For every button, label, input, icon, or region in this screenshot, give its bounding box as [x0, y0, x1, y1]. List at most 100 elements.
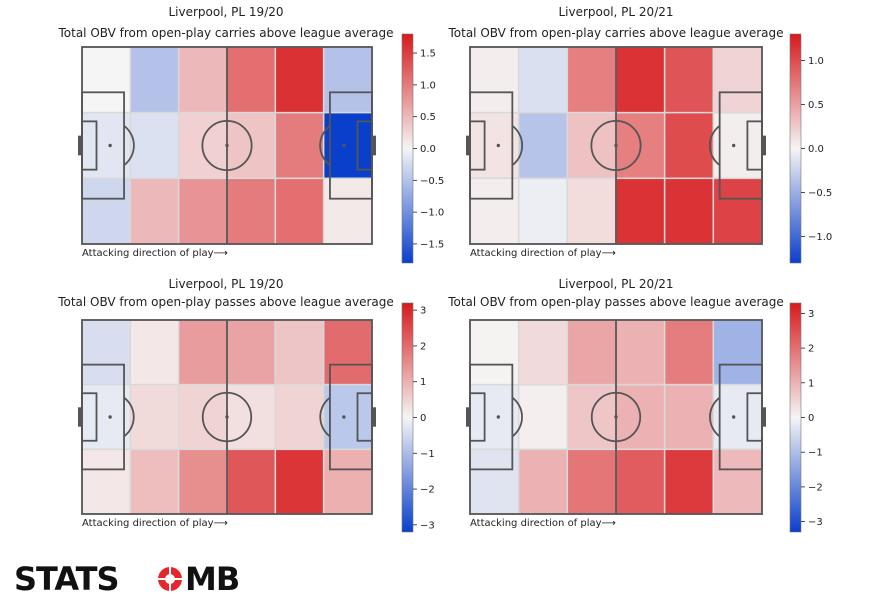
penalty-arc-right	[708, 125, 721, 166]
pitch-lines	[78, 319, 376, 515]
colorbar-tick-label: −2	[420, 485, 435, 496]
heatmap-cell	[517, 111, 569, 180]
pitch-lines	[78, 46, 376, 245]
colorbar-tick-label: −0.5	[808, 188, 832, 199]
panel-subtitle: Total OBV from open-play passes above le…	[57, 295, 394, 309]
bomb-icon	[158, 567, 182, 591]
colorbar-tick-label: −1	[420, 449, 435, 460]
heatmap-cell	[129, 448, 180, 515]
centre-spot	[614, 143, 618, 148]
penalty-arc-right	[319, 125, 331, 166]
attacking-direction-caption: Attacking direction of play⟶	[82, 518, 228, 529]
heatmap-cell	[226, 448, 277, 515]
heatmap-cell	[469, 383, 520, 451]
colorbar-tick-label: 1.0	[808, 56, 824, 67]
colorbar-tick-label: 0.0	[420, 144, 436, 155]
heatmap-cell	[81, 383, 132, 451]
penalty-spot-right	[342, 415, 346, 419]
heatmap-cell	[663, 111, 715, 180]
heatmap-cell	[226, 319, 277, 386]
heatmap-cell	[517, 46, 569, 114]
heatmap-cell	[663, 46, 715, 114]
heatmap-cell	[663, 319, 715, 386]
heatmap-cell	[226, 177, 277, 245]
colorbar-tick-label: −2	[808, 482, 823, 493]
penalty-spot-right	[731, 415, 736, 419]
heatmap-panel-1: Liverpool, PL 19/20 Total OBV from open-p…	[57, 5, 444, 264]
colorbar	[401, 33, 414, 264]
heatmap-cell	[322, 111, 373, 180]
colorbar-tick-label: 2	[808, 344, 814, 355]
colorbar-tick-label: 1.5	[420, 49, 436, 60]
heatmap-cell	[274, 111, 325, 180]
panel-subtitle: Total OBV from open-play carries above l…	[447, 26, 783, 40]
heatmap-cell	[274, 46, 325, 114]
colorbar-tick-label: 0.0	[808, 144, 824, 155]
heatmap-cell	[177, 177, 228, 245]
heatmap-cell	[566, 177, 617, 245]
heatmap-panel-4: Liverpool, PL 20/21 Total OBV from open-p…	[447, 277, 823, 533]
heatmap-cell	[274, 383, 325, 451]
heatmap-cell	[177, 319, 228, 386]
heatmap-cell	[177, 46, 228, 114]
heatmap-cell	[469, 46, 520, 114]
penalty-arc-right	[319, 396, 331, 438]
colorbar	[789, 33, 802, 264]
penalty-arc-left	[511, 125, 524, 166]
heatmap-cell	[322, 448, 373, 515]
colorbar-tick-label: 1	[420, 377, 426, 388]
colorbar-tick-label: −3	[808, 517, 823, 528]
colorbar-tick-label: 0	[420, 413, 426, 424]
heatmap-cell	[566, 46, 617, 114]
pitch-lines	[466, 46, 766, 245]
heatmap-cell	[663, 177, 715, 245]
heatmap-cell	[566, 448, 617, 515]
colorbar-tick-label: 1	[808, 378, 814, 389]
heatmap-cell	[274, 319, 325, 386]
heatmap-cell	[81, 111, 132, 180]
heatmap-cell	[81, 448, 132, 515]
penalty-spot-left	[108, 415, 112, 419]
centre-spot	[225, 143, 229, 148]
penalty-spot-left	[108, 143, 112, 148]
heatmap-cell	[81, 46, 132, 114]
colorbar-tick-label: 3	[808, 309, 814, 320]
panel-title: Liverpool, PL 20/21	[558, 277, 673, 291]
colorbar-tick-label: 0.5	[420, 112, 436, 123]
centre-circle	[201, 391, 253, 443]
penalty-spot-right	[731, 143, 736, 148]
colorbar-tick-label: −1.0	[420, 208, 444, 219]
heatmap-cell	[517, 383, 569, 451]
heatmap-cell	[615, 448, 666, 515]
centre-spot	[614, 415, 618, 419]
heatmap-cell	[274, 448, 325, 515]
heatmap-cell	[129, 319, 180, 386]
heatmap-cell	[129, 177, 180, 245]
heatmap-cell	[226, 46, 277, 114]
heatmap-panel-2: Liverpool, PL 20/21 Total OBV from open-p…	[447, 5, 832, 264]
centre-spot	[225, 415, 229, 419]
heatmap-cell	[129, 383, 180, 451]
heatmap-cell	[615, 319, 666, 386]
heatmap-cell	[81, 177, 132, 245]
penalty-arc-right	[709, 396, 721, 438]
heatmap-cell	[712, 383, 763, 451]
heatmap-cell	[129, 46, 180, 114]
heatmap-cell	[274, 177, 325, 245]
logo-text-left: STATS	[14, 560, 119, 598]
panel-subtitle: Total OBV from open-play passes above le…	[447, 295, 784, 309]
penalty-arc-left	[123, 125, 135, 166]
heatmap-cell	[712, 319, 763, 386]
panel-subtitle: Total OBV from open-play carries above l…	[57, 26, 393, 40]
heatmap-cell	[615, 177, 666, 245]
heatmap-cell	[322, 46, 373, 114]
heatmap-cell	[469, 177, 520, 245]
centre-circle	[590, 391, 642, 443]
heatmap-cell	[712, 111, 763, 180]
centre-circle	[201, 119, 253, 172]
pitch-lines	[466, 319, 766, 515]
heatmap-cell	[469, 319, 520, 386]
attacking-direction-caption: Attacking direction of play⟶	[82, 248, 228, 259]
heatmap-cell	[566, 319, 617, 386]
colorbar-tick-label: 0.5	[808, 100, 824, 111]
